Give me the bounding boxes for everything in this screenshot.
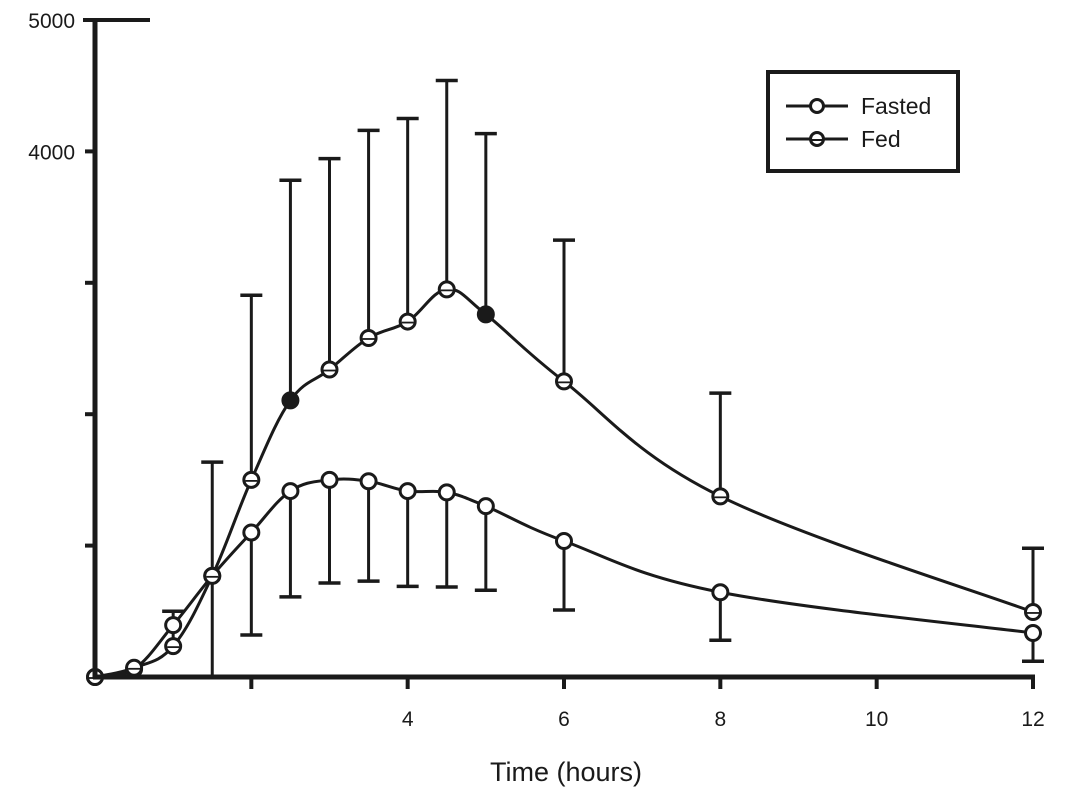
marker-circle — [476, 497, 495, 516]
data-point-fed — [320, 360, 339, 379]
marker-circle — [320, 360, 339, 379]
marker-circle — [164, 616, 183, 635]
marker-circle — [1024, 602, 1042, 621]
marker-circle — [203, 566, 222, 585]
data-point-fed — [476, 305, 495, 324]
data-point-fed — [711, 487, 730, 506]
data-point-fed — [1024, 602, 1042, 621]
marker-circle — [242, 470, 261, 489]
data-point-fed — [398, 312, 417, 331]
series-line-fasted — [94, 477, 1034, 679]
marker-circle — [711, 583, 730, 602]
legend-label-fasted: Fasted — [861, 93, 931, 119]
marker-circle — [242, 523, 261, 542]
data-point-fasted — [281, 482, 300, 501]
legend-label-fed: Fed — [861, 126, 901, 152]
marker-circle — [281, 482, 300, 501]
legend: Fasted Fed — [766, 70, 960, 173]
y-tick-label: 5000 — [28, 10, 75, 33]
marker-circle — [437, 280, 456, 299]
x-tick-label: 4 — [402, 708, 414, 731]
marker-circle — [398, 482, 417, 501]
ticks: 4000 5000 4 6 8 10 12 — [28, 10, 1044, 731]
data-point-fasted — [555, 532, 573, 551]
marker-circle — [320, 470, 339, 489]
legend-marker-fasted — [809, 98, 825, 114]
marker-circle — [1024, 623, 1042, 642]
x-tick-label: 8 — [714, 708, 726, 731]
marker-circle — [398, 312, 417, 331]
marker-circle — [476, 305, 495, 324]
marker-circle — [281, 391, 300, 410]
data-point-fasted — [437, 483, 456, 502]
marker-circle — [711, 487, 730, 506]
marker-circle — [437, 483, 456, 502]
data-point-fasted — [398, 482, 417, 501]
legend-entry-fed: Fed — [786, 126, 901, 152]
marker-circle — [555, 532, 573, 551]
y-tick-label: 4000 — [28, 141, 75, 164]
data-point-fed — [242, 470, 261, 489]
data-point-fasted — [164, 616, 183, 635]
legend-box — [766, 70, 960, 173]
marker-circle — [359, 328, 378, 347]
data-point-fed — [437, 280, 456, 299]
x-axis-title: Time (hours) — [490, 757, 642, 787]
data-point-fasted — [242, 523, 261, 542]
data-point-fasted — [476, 497, 495, 516]
marker-circle — [555, 372, 573, 391]
data-point-fed — [125, 658, 144, 677]
x-tick-label: 10 — [865, 708, 888, 731]
data-point-fed — [281, 391, 300, 410]
marker-circle — [164, 637, 183, 656]
x-tick-label: 6 — [558, 708, 570, 731]
data-point-fasted — [1024, 623, 1042, 642]
data-markers — [86, 280, 1042, 686]
data-point-fasted — [359, 472, 378, 491]
data-point-fed — [203, 566, 222, 585]
data-point-fed — [359, 328, 378, 347]
data-point-fasted — [320, 470, 339, 489]
data-point-fed — [555, 372, 573, 391]
marker-circle — [125, 658, 144, 677]
error-bars — [162, 78, 1044, 677]
marker-circle — [359, 472, 378, 491]
legend-entry-fasted: Fasted — [786, 93, 931, 119]
x-tick-label: 12 — [1021, 708, 1044, 731]
data-point-fed — [164, 637, 183, 656]
data-point-fasted — [711, 583, 730, 602]
